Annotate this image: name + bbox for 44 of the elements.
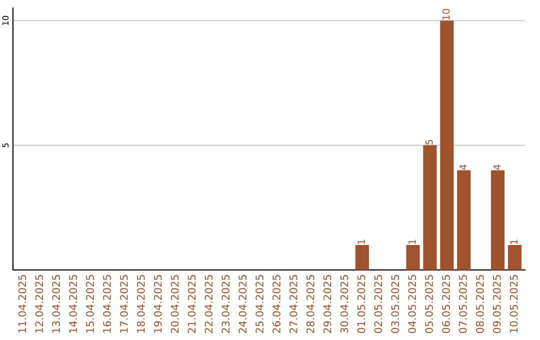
bar: [490, 170, 505, 270]
x-tick-label: 08.05.2025: [476, 275, 484, 334]
x-tick-label: 15.04.2025: [86, 275, 94, 333]
x-tick-label: 11.04.2025: [18, 275, 26, 333]
x-tick-label: 01.05.2025: [357, 275, 366, 334]
data-label: 5: [426, 140, 433, 145]
x-tick-label: 13.04.2025: [52, 275, 60, 333]
data-label: 4: [493, 164, 500, 170]
x-tick-label: 22.04.2025: [204, 275, 213, 334]
bar: [440, 20, 454, 270]
x-tick-label: 20.04.2025: [170, 275, 179, 334]
data-label: 1: [358, 240, 365, 244]
x-tick-label: 24.04.2025: [238, 275, 247, 334]
x-tick-label: 04.05.2025: [408, 275, 416, 334]
x-tick-label: 19.04.2025: [154, 275, 162, 333]
x-tick-label: 26.04.2025: [272, 275, 280, 334]
x-tick-label: 23.04.2025: [222, 275, 230, 334]
x-tick-label: 29.04.2025: [323, 275, 332, 334]
x-tick-label: 21.04.2025: [188, 275, 196, 334]
x-tick-label: 10.05.2025: [510, 275, 518, 333]
x-tick-label: 07.05.2025: [459, 275, 467, 334]
x-tick-label: 17.04.2025: [120, 275, 128, 333]
data-label: 10: [442, 8, 450, 20]
x-tick-label: 09.05.2025: [492, 275, 501, 334]
bar: [355, 245, 369, 270]
bar: [423, 145, 437, 270]
x-tick-label: 27.04.2025: [289, 275, 298, 334]
x-tick-label: 16.04.2025: [103, 275, 111, 333]
x-tick-label: 12.04.2025: [35, 275, 44, 333]
bar: [457, 170, 471, 270]
x-tick-label: 28.04.2025: [306, 275, 314, 334]
x-tick-label: 05.05.2025: [425, 275, 433, 334]
bar: [508, 245, 522, 270]
bar: [406, 245, 420, 270]
data-label: 1: [510, 240, 518, 244]
data-label: 4: [459, 164, 467, 170]
x-tick-label: 14.04.2025: [69, 275, 78, 333]
data-label: 1: [408, 240, 416, 244]
x-tick-label: 03.05.2025: [391, 275, 400, 334]
x-tick-label: 18.04.2025: [136, 275, 145, 333]
x-tick-label: 02.05.2025: [374, 275, 382, 334]
x-tick-label: 30.04.2025: [340, 275, 348, 333]
x-tick-label: 06.05.2025: [442, 275, 450, 334]
x-tick-label: 25.04.2025: [256, 275, 264, 334]
